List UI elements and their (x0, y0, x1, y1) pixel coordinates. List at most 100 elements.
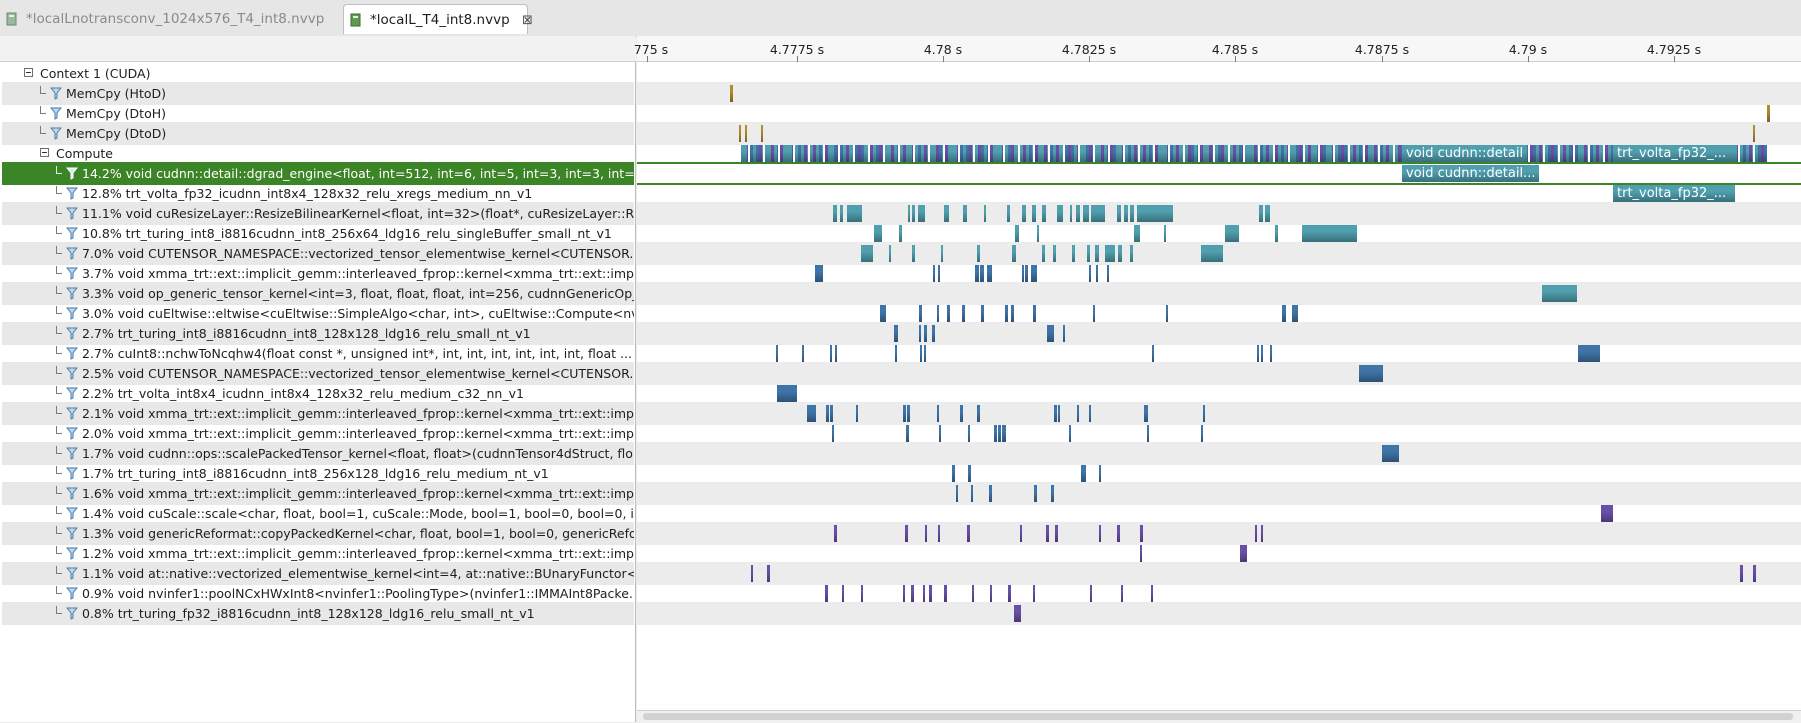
kernel-bar[interactable] (1050, 145, 1053, 162)
kernel-bar[interactable] (1259, 205, 1263, 222)
kernel-bar[interactable] (899, 225, 902, 242)
kernel-bar[interactable] (1590, 145, 1593, 162)
kernel-bar[interactable] (874, 225, 882, 242)
kernel-bar[interactable] (1203, 145, 1206, 162)
kernel-bar[interactable] (1266, 145, 1269, 162)
kernel-bar[interactable] (908, 205, 910, 222)
kernel-bar[interactable] (1164, 225, 1166, 242)
kernel-bar[interactable] (1392, 145, 1393, 162)
kernel-bar[interactable] (1155, 145, 1158, 162)
kernel-bar[interactable] (980, 265, 984, 282)
kernel-bar[interactable] (1575, 145, 1578, 162)
kernel-bar[interactable] (1248, 145, 1251, 162)
tree-row[interactable]: 11.1% void cuResizeLayer::ResizeBilinear… (2, 202, 634, 225)
kernel-bar[interactable] (903, 585, 905, 602)
kernel-bar[interactable] (1072, 245, 1075, 262)
kernel-bar[interactable] (960, 405, 963, 422)
kernel-bar[interactable] (795, 145, 798, 162)
kernel-bar[interactable] (1323, 145, 1326, 162)
kernel-bar[interactable] (1365, 145, 1368, 162)
kernel-bar[interactable] (932, 325, 935, 342)
kernel-bar[interactable] (1755, 145, 1758, 162)
kernel-bar[interactable] (1263, 145, 1266, 162)
kernel-bar[interactable] (1368, 145, 1371, 162)
kernel-bar[interactable] (768, 145, 771, 162)
kernel-bar[interactable] (835, 345, 837, 362)
kernel-bar[interactable] (861, 145, 864, 162)
kernel-bar[interactable] (912, 145, 913, 162)
kernel-bar[interactable] (1095, 145, 1098, 162)
kernel-bar[interactable] (1058, 405, 1060, 422)
kernel-bar[interactable] (1239, 145, 1242, 162)
tree-row[interactable]: 10.8% trt_turing_int8_i8816cudnn_int8_25… (2, 222, 634, 245)
kernel-bar[interactable] (1305, 145, 1308, 162)
kernel-bar[interactable] (1087, 245, 1090, 262)
kernel-bar[interactable] (831, 145, 834, 162)
kernel-bar[interactable] (1251, 145, 1254, 162)
kernel-bar[interactable] (1146, 145, 1149, 162)
kernel-bar[interactable] (1033, 305, 1036, 322)
kernel-bar[interactable] (1254, 145, 1257, 162)
kernel-bar[interactable] (963, 205, 967, 222)
kernel-bar[interactable] (1320, 145, 1323, 162)
filter-icon[interactable] (66, 267, 78, 280)
kernel-bar[interactable] (960, 145, 963, 162)
kernel-bar[interactable] (948, 145, 951, 162)
kernel-bar[interactable] (1134, 145, 1137, 162)
kernel-bar[interactable] (828, 145, 831, 162)
kernel-bar[interactable] (978, 145, 981, 162)
kernel-bar[interactable] (759, 145, 762, 162)
kernel-bar[interactable] (1341, 145, 1344, 162)
kernel-bar[interactable] (1255, 525, 1257, 542)
kernel-bar[interactable] (1359, 145, 1362, 162)
kernel-bar[interactable] (1581, 145, 1584, 162)
kernel-bar[interactable] (1584, 145, 1587, 162)
kernel-bar[interactable] (942, 145, 943, 162)
kernel-bar[interactable] (774, 145, 777, 162)
kernel-bar[interactable] (993, 145, 996, 162)
kernel-bar[interactable] (1764, 145, 1767, 162)
filter-icon[interactable] (66, 487, 78, 500)
kernel-bar[interactable] (981, 305, 984, 322)
kernel-bar[interactable] (750, 145, 753, 162)
kernel-bar[interactable] (1601, 505, 1613, 522)
kernel-bar[interactable] (1086, 145, 1089, 162)
kernel-bar[interactable] (1380, 145, 1383, 162)
kernel-bar[interactable] (1275, 225, 1278, 242)
kernel-bar[interactable] (1158, 145, 1161, 162)
kernel-bar[interactable] (1398, 145, 1401, 162)
kernel-bar[interactable] (1227, 145, 1228, 162)
kernel-bar[interactable] (894, 145, 897, 162)
kernel-bar[interactable] (920, 345, 922, 362)
kernel-bar[interactable] (1110, 145, 1113, 162)
kernel-bar[interactable] (1188, 145, 1191, 162)
kernel-bar[interactable] (783, 145, 786, 162)
kernel-bar[interactable] (1173, 145, 1176, 162)
tree-row[interactable]: 2.0% void xmma_trt::ext::implicit_gemm::… (2, 422, 634, 445)
kernel-bar[interactable] (876, 145, 879, 162)
timeline-panel[interactable]: 775 s 4.7775 s 4.78 s 4.7825 s 4.785 s 4.7875… (634, 36, 1801, 723)
kernel-bar[interactable] (925, 525, 927, 542)
kernel-bar[interactable] (1569, 145, 1572, 162)
kernel-bar[interactable] (1137, 205, 1141, 222)
tree-row[interactable]: 2.7% trt_turing_int8_i8816cudnn_int8_128… (2, 322, 634, 345)
kernel-bar[interactable] (1257, 345, 1259, 362)
kernel-bar[interactable] (1164, 145, 1167, 162)
kernel-bar[interactable] (895, 345, 897, 362)
kernel-bar[interactable] (1014, 145, 1017, 162)
kernel-bar[interactable] (1032, 145, 1033, 162)
kernel-bar[interactable] (864, 145, 867, 162)
kernel-bar[interactable] (1201, 425, 1203, 442)
kernel-bar[interactable] (1034, 485, 1037, 502)
kernel-bar[interactable] (1261, 345, 1263, 362)
kernel-bar[interactable] (1201, 245, 1223, 262)
kernel-bar[interactable] (1329, 145, 1332, 162)
kernel-bar[interactable] (1753, 125, 1755, 142)
filter-icon[interactable] (66, 567, 78, 580)
kernel-bar[interactable] (1144, 405, 1146, 422)
kernel-bar[interactable] (1042, 245, 1045, 262)
kernel-bar[interactable] (1557, 145, 1558, 162)
kernel-bar[interactable] (972, 585, 974, 602)
tree-row[interactable]: 2.5% void CUTENSOR_NAMESPACE::vectorized… (2, 362, 634, 385)
kernel-bar[interactable] (1117, 525, 1120, 542)
